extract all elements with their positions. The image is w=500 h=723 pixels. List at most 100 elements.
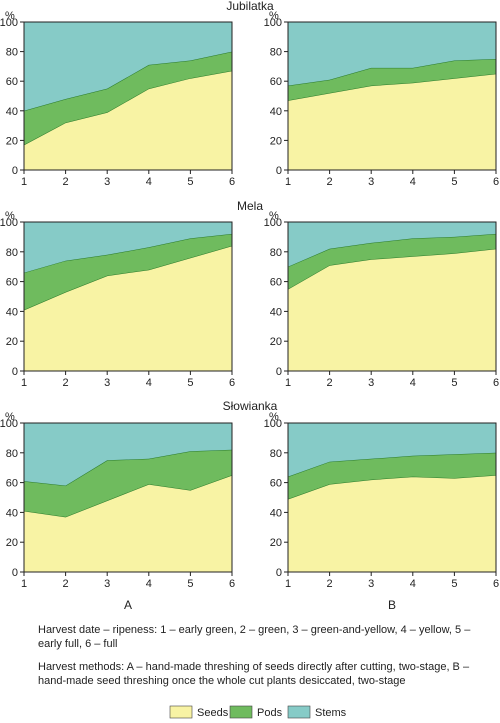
panel-2-b-ytick-label: 20 [270,336,282,348]
panel-3-a-ytick-label: 80 [6,448,18,460]
panel-2-a-ytick-label: 80 [6,247,18,259]
panel-3-a-xtick-label: 4 [146,578,152,590]
panel-1-a-ytick-label: 100 [0,17,18,29]
panel-1-b-ylabel: % [269,10,279,22]
panel-1-a-xtick-label: 3 [104,176,110,188]
panel-3-b-ytick-label: 80 [270,448,282,460]
legend-swatch-seeds [169,705,193,719]
panel-3-a-xtick-label: 1 [21,578,27,590]
chart-title-1: Jubilatka [226,0,274,13]
panel-2-a-stems-area [24,222,232,273]
column-label-b: B [388,598,396,612]
panel-3-b-ytick-label: 20 [270,537,282,549]
panel-1-a-ylabel: % [5,10,15,22]
panel-1-a-frame [23,21,233,171]
panel-2-b-xtick-label: 5 [451,377,457,389]
panel-3-b-xtick-label: 4 [410,578,416,590]
panel-1-a-ytick-label: 80 [6,47,18,59]
panel-1-b-ytick-label: 40 [270,106,282,118]
panel-3-b-ylabel: % [269,411,279,423]
legend-label-seeds: Seeds [197,707,229,719]
panel-2-a-xtick-label: 3 [104,377,110,389]
panel-2-b-ylabel: % [269,210,279,222]
legend-label-pods: Pods [257,707,283,719]
panel-1-a-ytick-label: 60 [6,76,18,88]
panel-2-b-xtick-label: 6 [493,377,499,389]
panel-3-a-xtick-label: 2 [63,578,69,590]
panel-2-b-stems-area [288,222,496,267]
legend-swatch-stems [287,705,311,719]
panel-1-a-xtick-label: 4 [146,176,152,188]
panel-3-a-xtick-label: 3 [104,578,110,590]
panel-2-a-ytick-label: 60 [6,277,18,289]
panel-2-b-ytick-label: 40 [270,306,282,318]
panel-1-a-xtick-label: 2 [63,176,69,188]
panel-1-b-xtick-label: 3 [368,176,374,188]
panel-2-a-xtick-label: 6 [229,377,235,389]
panel-2-b-seeds-area [288,248,496,371]
panel-1-b-stems-area [288,22,496,86]
panel-3-a-xtick-label: 6 [229,578,235,590]
panel-1-a-xtick-label: 1 [21,176,27,188]
panel-2-a-pods-area [24,233,232,310]
panel-3-a-ytick-label: 20 [6,537,18,549]
panel-1-a-stems-area [24,22,232,111]
panel-1-b-xtick-label: 6 [493,176,499,188]
legend-swatch-pods [229,705,253,719]
panel-3-b-ytick-label: 100 [264,418,282,430]
panel-2-a-xtick-label: 5 [187,377,193,389]
panel-2-b-frame [287,221,497,372]
panel-1-b-ytick-label: 20 [270,135,282,147]
panel-1-b-pods-area [288,59,496,101]
panel-1-a-seeds-area [24,70,232,170]
panel-2-b-ytick-label: 100 [264,217,282,229]
panel-3-b-xtick-label: 3 [368,578,374,590]
panel-3-a-ytick-label: 100 [0,418,18,430]
panel-1-a-ytick-label: 40 [6,106,18,118]
panel-1-a-xtick-label: 6 [229,176,235,188]
panel-2-a-ytick-label: 40 [6,306,18,318]
panel-3-a-seeds-area [24,475,232,572]
panel-2-a-ytick-label: 0 [12,366,18,378]
panel-1-b-xtick-label: 5 [451,176,457,188]
panel-1-b-ytick-label: 100 [264,17,282,29]
panel-3-b-xtick-label: 6 [493,578,499,590]
panel-2-a-xtick-label: 1 [21,377,27,389]
ripeness-caption: Harvest date – ripeness: 1 – early green… [38,624,471,650]
panel-3-a-ytick-label: 40 [6,507,18,519]
panel-2-a-frame [23,221,233,372]
panel-3-a-ytick-label: 0 [12,567,18,579]
panel-1-a-ytick-label: 20 [6,135,18,147]
panel-2-a-ylabel: % [5,210,15,222]
panel-1-b-frame [287,21,497,171]
panel-1-b-xtick-label: 4 [410,176,416,188]
panel-3-b-ytick-label: 40 [270,507,282,519]
panel-1-b-xtick-label: 2 [327,176,333,188]
chart-title-2: Mela [237,199,263,213]
panel-3-b-frame [287,422,497,573]
panel-2-b-xtick-label: 4 [410,377,416,389]
methods-caption: Harvest methods: A – hand-made threshing… [38,661,470,687]
panel-3-b-ytick-label: 60 [270,478,282,490]
legend-label-stems: Stems [315,707,347,719]
panel-1-a-xtick-label: 5 [187,176,193,188]
panel-3-a-frame [23,422,233,573]
panel-1-b-xtick-label: 1 [285,176,291,188]
panel-3-b-ytick-label: 0 [276,567,282,579]
panel-3-b-xtick-label: 1 [285,578,291,590]
panel-2-a-ytick-label: 100 [0,217,18,229]
panel-2-b-xtick-label: 1 [285,377,291,389]
panel-1-b-ytick-label: 80 [270,47,282,59]
chart-title-3: Słowianka [223,399,278,413]
panel-2-a-xtick-label: 4 [146,377,152,389]
panel-3-a-pods-area [24,449,232,517]
panel-1-b-ytick-label: 60 [270,76,282,88]
panel-1-a-pods-area [24,51,232,145]
panel-2-b-ytick-label: 80 [270,247,282,259]
panel-2-a-ytick-label: 20 [6,336,18,348]
panel-1-a-ytick-label: 0 [12,165,18,177]
panel-3-b-xtick-label: 5 [451,578,457,590]
column-label-a: A [124,598,132,612]
panel-3-a-stems-area [24,423,232,486]
